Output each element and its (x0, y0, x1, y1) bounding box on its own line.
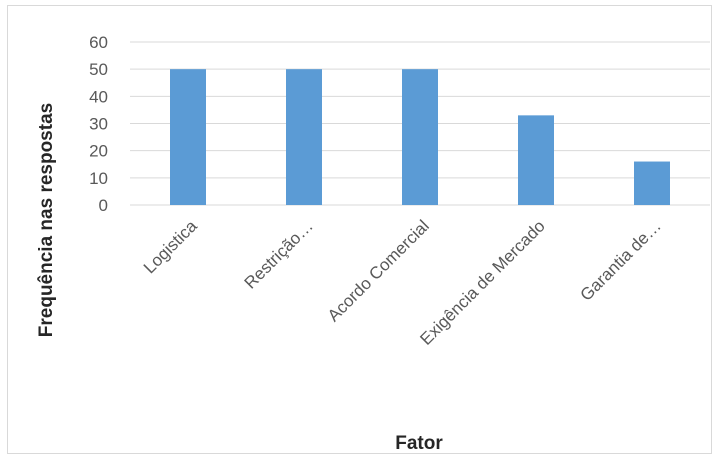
x-tick-labels: Logistica Restrição… Acordo ComercialExigê… (140, 216, 665, 349)
x-tick-label: Acordo Comercial (324, 216, 433, 325)
x-tick-label: Logistica (140, 216, 201, 277)
bars (170, 69, 670, 206)
bar (402, 69, 438, 206)
y-tick-label: 40 (89, 87, 108, 106)
y-tick-label: 0 (99, 196, 108, 215)
x-tick-label: Garantia de… (577, 216, 665, 304)
bar (286, 69, 322, 206)
bar (170, 69, 206, 206)
y-tick-label: 50 (89, 60, 108, 79)
y-axis-title: Frequência nas respostas (36, 103, 57, 337)
x-tick-label: Restrição… (241, 216, 317, 292)
y-tick-label: 30 (89, 115, 108, 134)
y-tick-label: 10 (89, 169, 108, 188)
y-tick-label: 20 (89, 142, 108, 161)
bar (518, 115, 554, 205)
y-tick-label: 60 (89, 33, 108, 52)
y-tick-labels: 0 10 20 30 40 50 60 (89, 33, 108, 215)
x-axis-title: Fator (395, 433, 443, 454)
bar (634, 161, 670, 205)
chart-frame (7, 5, 712, 454)
x-tick-label: Exigência de Mercado (416, 216, 548, 348)
